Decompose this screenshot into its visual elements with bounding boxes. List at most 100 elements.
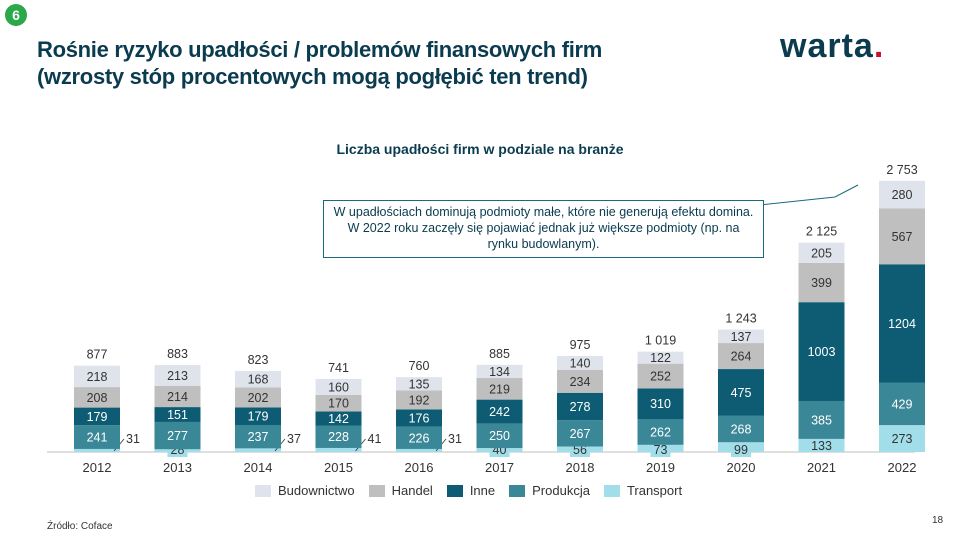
bar-value-label: 277 — [167, 429, 188, 443]
bar-segment-produkcja-2019 — [637, 419, 684, 445]
bar-segment-produkcja-2013 — [154, 421, 201, 450]
bar-value-label: 142 — [328, 412, 349, 426]
bar-segment-handel-2013 — [154, 386, 201, 408]
bar-segment-transport-2014 — [235, 448, 281, 452]
slide-number-badge: 6 — [5, 4, 27, 26]
bar-total-label: 885 — [489, 347, 510, 361]
bar-value-label: 179 — [248, 410, 269, 424]
bar-segment-handel-2021 — [798, 262, 845, 303]
x-tick-label: 2022 — [888, 460, 917, 475]
legend-item-inne: Inne — [446, 483, 495, 498]
bar-value-label: 140 — [570, 356, 591, 370]
bar-value-label: 567 — [892, 230, 913, 244]
bar-segment-budownictwo-2022 — [879, 180, 925, 209]
bar-total-label: 760 — [409, 359, 430, 373]
chart-title: Liczba upadłości firm w podziale na bran… — [336, 141, 624, 157]
legend-item-budownictwo: Budownictwo — [255, 483, 355, 498]
bar-segment-handel-2020 — [718, 343, 764, 370]
bar-value-label: 242 — [489, 405, 510, 419]
bar-value-label: 41 — [368, 432, 382, 446]
bar-segment-inne-2016 — [396, 409, 442, 427]
bar-value-label: 310 — [650, 397, 671, 411]
legend-swatch — [603, 484, 620, 497]
callout-box: W upadłościach dominują podmioty małe, k… — [323, 200, 764, 258]
bar-value-label: 160 — [328, 380, 349, 394]
bar-segment-handel-2014 — [235, 387, 281, 408]
bar-value-label: 234 — [570, 375, 591, 389]
bar-segment-produkcja-2021 — [798, 400, 845, 439]
bar-value-label: 385 — [811, 413, 832, 427]
bar-value-label: 268 — [731, 423, 752, 437]
bar-value-label: 137 — [731, 330, 752, 344]
bar-segment-transport-2016 — [396, 448, 442, 452]
slide-title-line-1: Rośnie ryzyko upadłości / problemów fina… — [37, 37, 603, 62]
legend-item-produkcja: Produkcja — [509, 483, 590, 498]
legend-label: Produkcja — [532, 483, 590, 498]
legend-swatch — [255, 484, 271, 497]
x-tick-label: 2018 — [566, 460, 595, 475]
x-tick-label: 2020 — [727, 460, 756, 475]
bar-value-label: 205 — [811, 246, 832, 260]
bar-value-label: 122 — [650, 351, 671, 365]
bar-segment-produkcja-2012 — [74, 425, 120, 449]
bar-value-label: 73 — [654, 443, 668, 457]
legend-label: Transport — [626, 483, 683, 498]
legend-label: Handel — [391, 483, 433, 498]
source-note: Źródło: Coface — [47, 521, 113, 532]
legend-item-handel: Handel — [368, 483, 433, 498]
x-tick-label: 2012 — [83, 460, 112, 475]
logo-text: warta — [780, 27, 874, 65]
callout-leader-line — [759, 184, 859, 206]
transport-label-bg-2018 — [570, 443, 590, 457]
legend-item-transport: Transport — [603, 483, 683, 498]
bar-total-label: 1 019 — [645, 334, 676, 348]
bar-value-label: 241 — [87, 431, 108, 445]
bar-value-label: 219 — [489, 382, 510, 396]
bar-total-label: 877 — [87, 348, 108, 362]
bar-value-label: 214 — [167, 390, 188, 404]
bar-segment-inne-2019 — [637, 388, 684, 420]
bar-segment-inne-2021 — [798, 302, 845, 401]
bar-value-label: 218 — [87, 370, 108, 384]
bar-segment-handel-2015 — [315, 394, 362, 412]
legend-swatch — [509, 484, 526, 497]
legend-label: Budownictwo — [278, 483, 355, 498]
bar-segment-handel-2022 — [879, 208, 925, 265]
x-tick-label: 2015 — [324, 460, 353, 475]
bar-segment-inne-2022 — [879, 264, 925, 383]
bar-total-label: 1 243 — [725, 312, 756, 326]
bar-value-label: 37 — [287, 432, 301, 446]
bar-value-label: 399 — [811, 276, 832, 290]
bar-value-label: 262 — [650, 425, 671, 439]
bar-segment-budownictwo-2015 — [315, 379, 362, 395]
bar-segment-transport-2021 — [798, 438, 845, 452]
x-tick-label: 2019 — [646, 460, 675, 475]
bar-value-label: 264 — [731, 350, 752, 364]
bar-value-label: 135 — [409, 377, 430, 391]
chart-legend: Budownictwo Handel Inne Produkcja Transport — [255, 483, 696, 498]
bar-value-label: 228 — [328, 430, 349, 444]
bar-segment-produkcja-2017 — [476, 423, 523, 449]
bar-segment-inne-2012 — [74, 407, 120, 426]
bar-value-label: 56 — [573, 443, 587, 457]
bar-total-label: 741 — [328, 361, 349, 375]
bar-value-label: 213 — [167, 369, 188, 383]
x-tick-label: 2013 — [163, 460, 192, 475]
bar-value-label: 170 — [328, 397, 349, 411]
bar-segment-transport-2012 — [74, 448, 120, 452]
bar-value-label: 179 — [87, 410, 108, 424]
bar-segment-handel-2018 — [557, 369, 603, 393]
bar-value-label: 31 — [126, 432, 140, 446]
bar-value-label: 267 — [570, 427, 591, 441]
transport-label-bg-2019 — [650, 443, 671, 457]
bar-segment-transport-2022 — [879, 425, 925, 452]
logo-dot: . — [873, 27, 885, 65]
x-tick-label: 2016 — [405, 460, 434, 475]
bar-value-label: 273 — [892, 432, 913, 446]
bar-segment-produkcja-2015 — [315, 425, 362, 448]
bar-segment-budownictwo-2018 — [557, 355, 603, 370]
bar-value-label: 133 — [811, 439, 832, 453]
bar-segment-budownictwo-2013 — [154, 365, 201, 387]
bar-segment-handel-2012 — [74, 387, 120, 408]
x-tick-label: 2014 — [244, 460, 273, 475]
